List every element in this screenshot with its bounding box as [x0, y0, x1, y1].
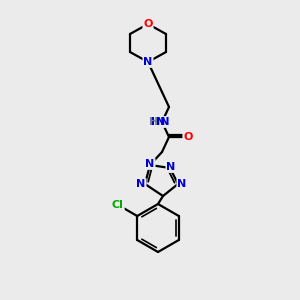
Text: N: N	[156, 117, 166, 127]
Text: O: O	[143, 19, 153, 29]
Text: H: H	[149, 117, 159, 127]
Text: N: N	[167, 162, 176, 172]
Text: N: N	[136, 179, 146, 189]
Text: N: N	[143, 57, 153, 67]
Text: O: O	[183, 132, 193, 142]
Text: HN: HN	[151, 117, 169, 127]
Text: N: N	[177, 179, 187, 189]
Text: N: N	[146, 159, 154, 169]
Text: Cl: Cl	[112, 200, 124, 210]
